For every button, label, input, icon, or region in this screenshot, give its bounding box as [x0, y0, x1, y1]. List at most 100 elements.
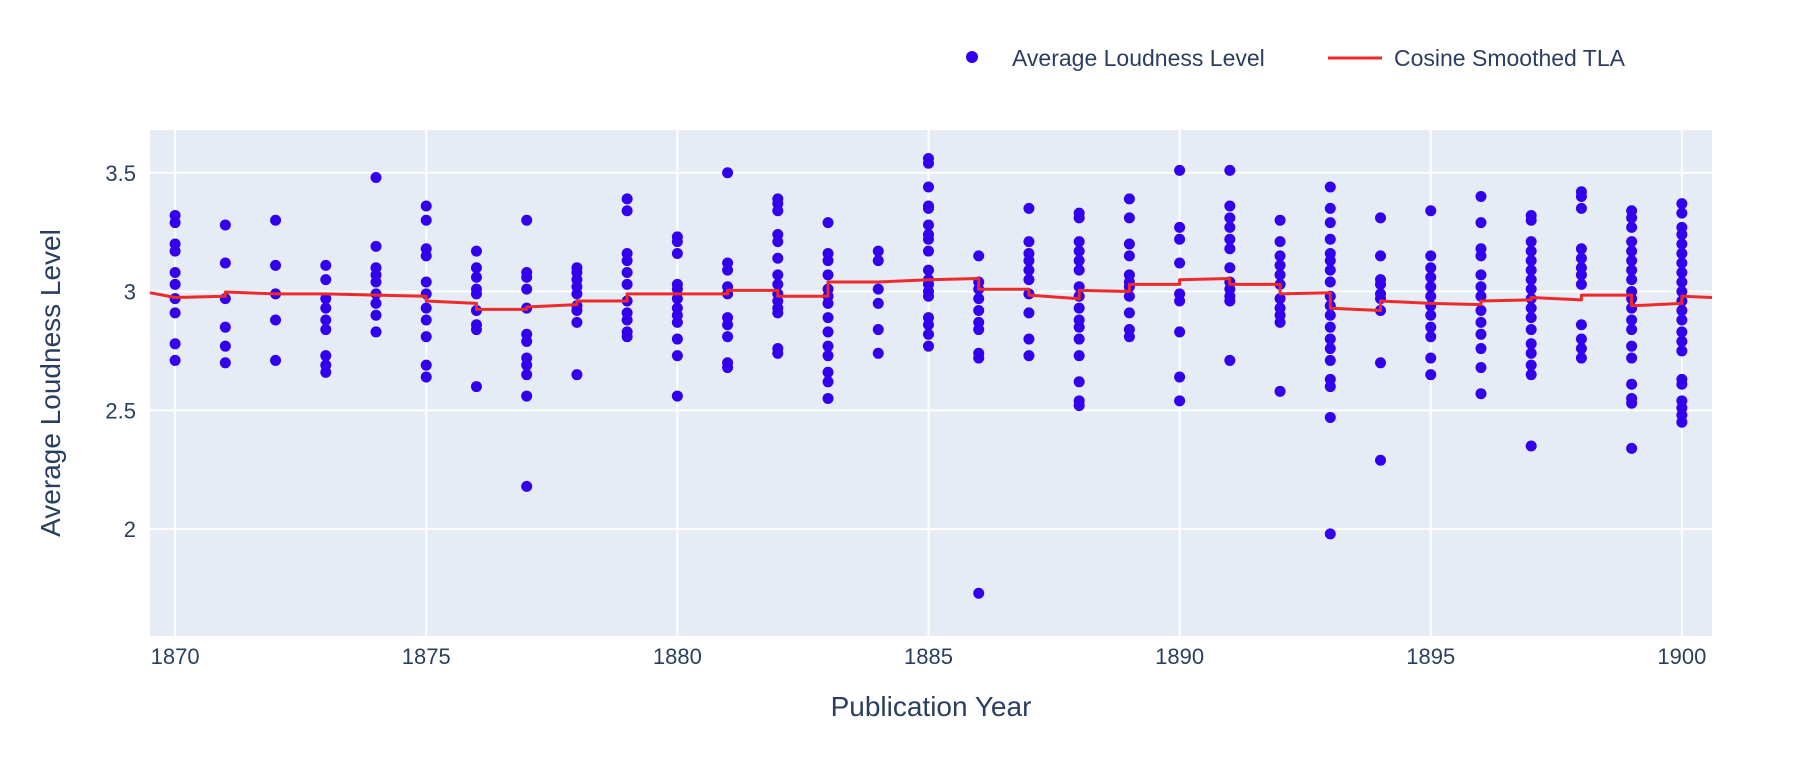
data-point	[470, 245, 482, 257]
y-tick-label: 3.5	[105, 161, 136, 186]
data-point	[1375, 278, 1387, 290]
data-point	[1174, 257, 1186, 269]
data-point	[521, 369, 533, 381]
data-point	[822, 340, 834, 352]
data-point	[722, 331, 734, 343]
data-point	[1073, 321, 1085, 333]
data-point	[420, 214, 432, 226]
x-tick-label: 1875	[402, 644, 451, 669]
data-point	[1525, 440, 1537, 452]
data-point	[1676, 345, 1688, 357]
data-point	[722, 362, 734, 374]
data-point	[872, 283, 884, 295]
data-point	[1324, 181, 1336, 193]
x-tick-label: 1900	[1657, 644, 1706, 669]
data-point	[772, 205, 784, 217]
data-point	[1475, 250, 1487, 262]
data-point	[1324, 411, 1336, 423]
data-point	[1626, 264, 1638, 276]
data-point	[320, 366, 332, 378]
data-point	[470, 288, 482, 300]
data-point	[1525, 264, 1537, 276]
data-point	[1575, 343, 1587, 355]
data-point	[1525, 283, 1537, 295]
data-point	[1525, 347, 1537, 359]
data-point	[1274, 293, 1286, 305]
y-tick-label: 2.5	[105, 398, 136, 423]
data-point	[822, 350, 834, 362]
x-tick-label: 1885	[904, 644, 953, 669]
data-point	[1425, 352, 1437, 364]
data-point	[521, 214, 533, 226]
data-point	[1174, 233, 1186, 245]
data-point	[320, 259, 332, 271]
data-point	[1626, 442, 1638, 454]
data-point	[671, 390, 683, 402]
data-point	[1224, 243, 1236, 255]
data-point	[1023, 307, 1035, 319]
data-point	[1174, 395, 1186, 407]
data-point	[1023, 255, 1035, 267]
data-point	[1123, 250, 1135, 262]
data-point	[822, 366, 834, 378]
data-point	[872, 255, 884, 267]
data-point	[1525, 359, 1537, 371]
data-point	[1676, 326, 1688, 338]
data-point	[1224, 233, 1236, 245]
data-point	[1525, 274, 1537, 286]
data-point	[320, 302, 332, 314]
data-point	[470, 262, 482, 274]
data-point	[1475, 290, 1487, 302]
legend[interactable]: Average Loudness Level Cosine Smoothed T…	[966, 45, 1626, 71]
data-point	[1425, 250, 1437, 262]
data-point	[1575, 243, 1587, 255]
data-point	[1375, 454, 1387, 466]
data-point	[722, 319, 734, 331]
data-point	[1676, 314, 1688, 326]
data-point	[370, 240, 382, 252]
data-point	[1324, 309, 1336, 321]
data-point	[1073, 212, 1085, 224]
data-point	[1575, 202, 1587, 214]
data-point	[722, 264, 734, 276]
data-point	[370, 309, 382, 321]
data-point	[1073, 400, 1085, 412]
data-point	[973, 587, 985, 599]
data-point	[822, 217, 834, 229]
data-point	[169, 354, 181, 366]
data-point	[1274, 250, 1286, 262]
data-point	[1525, 312, 1537, 324]
data-point	[169, 217, 181, 229]
data-point	[1274, 259, 1286, 271]
data-point	[1324, 333, 1336, 345]
data-point	[270, 259, 282, 271]
data-point	[1575, 278, 1587, 290]
data-point	[922, 202, 934, 214]
data-point	[1224, 164, 1236, 176]
data-point	[1174, 295, 1186, 307]
data-point	[1626, 340, 1638, 352]
data-point	[1375, 250, 1387, 262]
y-tick-labels: 2 2.5 3 3.5	[105, 161, 136, 542]
data-point	[973, 305, 985, 317]
x-tick-label: 1890	[1155, 644, 1204, 669]
data-point	[1425, 281, 1437, 293]
data-point	[1626, 352, 1638, 364]
data-point	[1324, 264, 1336, 276]
data-point	[621, 193, 633, 205]
data-point	[420, 371, 432, 383]
data-point	[1073, 236, 1085, 248]
data-point	[370, 276, 382, 288]
data-point	[1425, 321, 1437, 333]
data-point	[922, 219, 934, 231]
data-point	[1525, 236, 1537, 248]
data-point	[420, 314, 432, 326]
data-point	[1073, 302, 1085, 314]
data-point	[571, 288, 583, 300]
data-point	[1676, 229, 1688, 241]
data-point	[621, 267, 633, 279]
data-point	[470, 324, 482, 336]
data-point	[671, 350, 683, 362]
data-point	[1676, 207, 1688, 219]
data-point	[872, 297, 884, 309]
